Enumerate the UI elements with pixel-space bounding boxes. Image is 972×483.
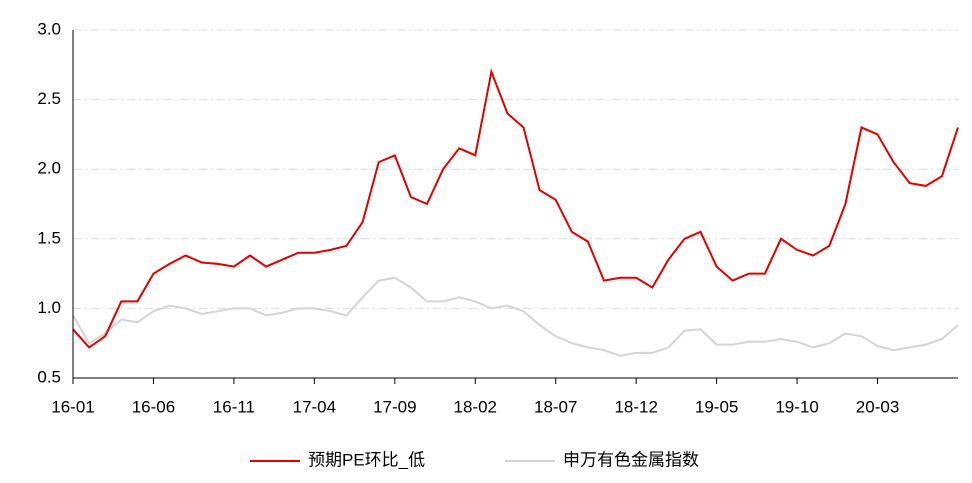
y-tick-label: 2.0 xyxy=(37,159,61,178)
x-tick-label: 16-01 xyxy=(51,397,94,416)
x-tick-label: 17-04 xyxy=(293,397,336,416)
x-tick-label: 18-07 xyxy=(534,397,577,416)
x-tick-label: 18-02 xyxy=(454,397,497,416)
y-tick-label: 2.5 xyxy=(37,89,61,108)
x-tick-label: 16-06 xyxy=(132,397,175,416)
x-tick-label: 20-03 xyxy=(856,397,899,416)
x-tick-label: 18-12 xyxy=(614,397,657,416)
y-tick-label: 1.0 xyxy=(37,298,61,317)
legend-label: 申万有色金属指数 xyxy=(563,450,699,469)
series-line xyxy=(72,276,959,357)
x-tick-label: 19-05 xyxy=(695,397,738,416)
y-tick-label: 0.5 xyxy=(37,367,61,386)
x-tick-label: 16-11 xyxy=(213,397,255,416)
legend-label: 预期PE环比_低 xyxy=(308,450,425,469)
series-line xyxy=(72,68,959,349)
x-tick-label: 17-09 xyxy=(373,397,416,416)
y-tick-label: 1.5 xyxy=(37,228,61,247)
y-tick-label: 3.0 xyxy=(37,19,61,38)
x-tick-label: 19-10 xyxy=(775,397,818,416)
